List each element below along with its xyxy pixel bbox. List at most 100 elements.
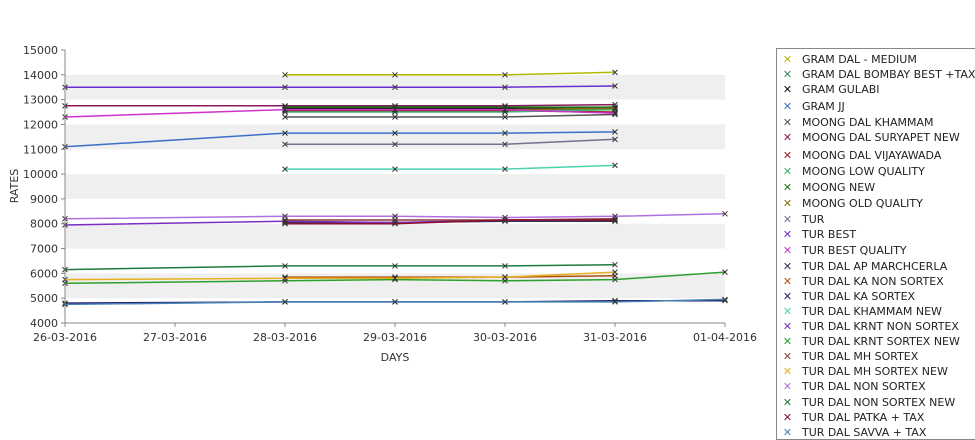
x-tick-label: 30-03-2016 (473, 331, 537, 344)
data-point (612, 83, 618, 89)
grid-band (65, 248, 725, 274)
data-point (502, 166, 508, 172)
legend-marker-icon: ✕ (782, 335, 793, 348)
y-tick-label: 12000 (23, 118, 58, 131)
data-point (502, 106, 508, 113)
legend-marker-icon: ✕ (782, 165, 793, 178)
grid-band (65, 124, 725, 150)
legend-marker-icon: ✕ (782, 197, 793, 210)
x-tick-label: 26-03-2016 (33, 331, 97, 344)
y-tick-label: 4000 (30, 317, 58, 330)
data-point (502, 114, 508, 120)
data-point (392, 84, 398, 91)
series-tur-dal-krnt-sortex-new (62, 269, 728, 287)
data-point (392, 106, 398, 113)
legend-marker-icon: ✕ (782, 426, 793, 439)
plot-area (62, 69, 728, 308)
series-line (285, 113, 616, 118)
legend-marker-icon: ✕ (782, 228, 793, 241)
legend-label: TUR DAL KA SORTEX (802, 290, 916, 303)
data-point (502, 84, 508, 91)
data-point (612, 69, 618, 76)
series-line (64, 298, 726, 306)
x-tick-label: 29-03-2016 (363, 331, 427, 344)
legend-label: TUR DAL MH SORTEX NEW (802, 365, 948, 378)
y-tick-label: 6000 (30, 267, 58, 280)
data-point (282, 299, 288, 305)
legend-marker-icon: ✕ (782, 244, 793, 257)
legend-label: TUR DAL PATKA + TAX (802, 411, 925, 424)
data-point (282, 213, 288, 220)
data-point (392, 220, 398, 227)
data-point (612, 105, 618, 112)
legend-label: MOONG DAL VIJAYAWADA (802, 149, 942, 162)
data-point (392, 71, 398, 78)
x-tick-label: 31-03-2016 (583, 331, 647, 344)
legend-marker-icon: ✕ (782, 305, 793, 318)
data-point (282, 277, 288, 284)
legend-marker-icon: ✕ (782, 260, 793, 273)
series-tur-dal-khammam-new (282, 162, 618, 172)
series-line (285, 219, 615, 225)
data-point (392, 213, 398, 220)
data-point (502, 299, 508, 305)
grid-band (65, 50, 725, 75)
legend-marker-icon: ✕ (782, 68, 793, 81)
data-point (282, 71, 288, 78)
data-point (392, 166, 398, 172)
y-axis-title: RATES (8, 169, 21, 204)
legend-marker-icon: ✕ (782, 83, 793, 96)
y-tick-label: 11000 (23, 143, 58, 156)
y-tick-label: 7000 (30, 243, 58, 256)
y-tick-label: 8000 (30, 218, 58, 231)
x-axis: 26-03-2016 27-03-2016 28-03-2016 29-03-2016… (33, 322, 757, 344)
legend-marker-icon: ✕ (782, 116, 793, 129)
series-tur-dal-non-sortex-new (62, 261, 618, 273)
series-line (64, 213, 726, 220)
data-point (392, 299, 398, 305)
legend-marker-icon: ✕ (782, 411, 793, 424)
legend-label: TUR DAL MH SORTEX (802, 350, 919, 363)
legend-label: MOONG DAL KHAMMAM (802, 116, 934, 129)
legend-label: TUR DAL KRNT SORTEX NEW (802, 335, 960, 348)
y-tick-label: 10000 (23, 168, 58, 181)
data-point (612, 276, 618, 283)
legend-marker-icon: ✕ (782, 350, 793, 363)
legend-label: GRAM GULABI (802, 83, 880, 96)
y-tick-label: 14000 (23, 69, 58, 82)
data-point (722, 210, 728, 217)
legend-label: TUR DAL KRNT NON SORTEX (802, 320, 959, 333)
data-point (392, 114, 398, 120)
data-point (502, 214, 508, 221)
legend-label: TUR BEST (802, 228, 857, 241)
series-tur-dal-non-sortex (62, 210, 728, 222)
data-point (612, 129, 618, 135)
series-gram-jj (62, 129, 618, 150)
legend-label: TUR BEST QUALITY (802, 244, 907, 257)
legend-marker-icon: ✕ (782, 181, 793, 194)
data-point (282, 166, 288, 172)
legend-label: TUR DAL NON SORTEX (802, 380, 926, 393)
legend-marker-icon: ✕ (782, 213, 793, 226)
data-point (612, 136, 618, 143)
legend-marker-icon: ✕ (782, 365, 793, 378)
data-point (722, 269, 728, 275)
data-point (282, 141, 288, 148)
legend-label: TUR DAL AP MARCHCERLA (802, 260, 948, 273)
data-point (282, 275, 288, 282)
legend-label: MOONG LOW QUALITY (802, 165, 925, 178)
x-tick-label: 28-03-2016 (253, 331, 317, 344)
grid-band (65, 149, 725, 175)
data-point (392, 130, 398, 136)
data-point (392, 104, 398, 110)
data-point (282, 84, 288, 91)
legend-marker-icon: ✕ (782, 149, 793, 162)
legend-label: TUR DAL KHAMMAM NEW (802, 305, 942, 318)
data-point (282, 220, 288, 227)
series-tur (282, 136, 618, 148)
data-point (612, 162, 618, 169)
series-tur-dal-patka-tax (282, 217, 618, 227)
series-line (285, 138, 616, 146)
series-moong-dal-khammam (282, 111, 618, 120)
data-point (282, 114, 288, 120)
